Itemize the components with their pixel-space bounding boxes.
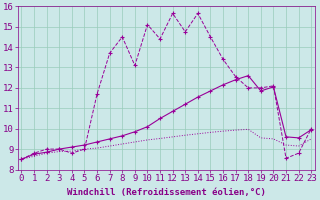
- X-axis label: Windchill (Refroidissement éolien,°C): Windchill (Refroidissement éolien,°C): [67, 188, 266, 197]
